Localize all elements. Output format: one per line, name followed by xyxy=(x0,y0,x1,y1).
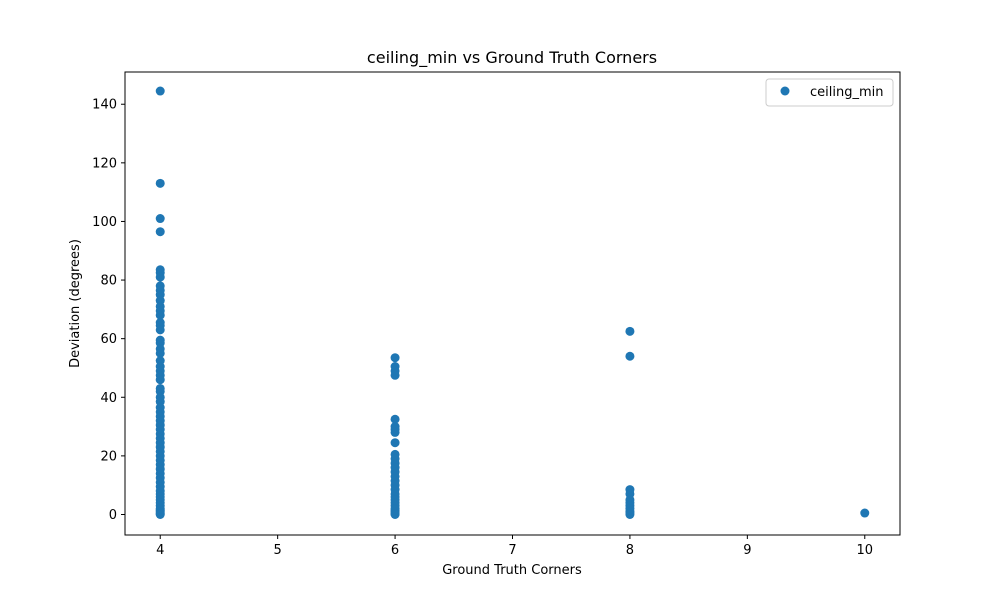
data-point xyxy=(155,178,165,188)
x-tick-label: 5 xyxy=(274,543,282,558)
legend-label: ceiling_min xyxy=(810,85,884,100)
data-point xyxy=(155,86,165,96)
data-point xyxy=(625,326,635,336)
x-axis-label: Ground Truth Corners xyxy=(442,563,582,578)
data-point xyxy=(390,438,400,448)
y-tick-label: 120 xyxy=(92,156,117,171)
plot-frame xyxy=(124,71,901,536)
data-point xyxy=(155,348,165,358)
legend-marker xyxy=(780,86,790,96)
data-point xyxy=(390,353,400,363)
data-point xyxy=(155,325,165,335)
x-tick-label: 10 xyxy=(856,543,873,558)
data-point xyxy=(155,272,165,282)
data-point xyxy=(390,427,400,437)
chart-title: ceiling_min vs Ground Truth Corners xyxy=(367,48,657,68)
data-point xyxy=(155,310,165,320)
data-point xyxy=(155,214,165,224)
data-point xyxy=(155,375,165,385)
data-points xyxy=(155,86,870,519)
data-point xyxy=(390,414,400,424)
y-tick-label: 40 xyxy=(100,391,117,406)
y-tick-label: 100 xyxy=(92,215,117,230)
x-tick-label: 9 xyxy=(743,543,751,558)
y-tick-label: 80 xyxy=(100,274,117,289)
y-tick-label: 20 xyxy=(100,449,117,464)
data-point xyxy=(155,227,165,237)
x-tick-label: 4 xyxy=(156,543,164,558)
x-tick-label: 8 xyxy=(626,543,634,558)
data-point xyxy=(625,351,635,361)
y-tick-label: 60 xyxy=(100,332,117,347)
data-point xyxy=(390,509,400,519)
y-tick-label: 0 xyxy=(109,508,117,523)
data-point xyxy=(155,509,165,519)
x-tick-label: 6 xyxy=(391,543,399,558)
legend: ceiling_min xyxy=(765,78,894,107)
x-tick-label: 7 xyxy=(508,543,516,558)
y-axis-label: Deviation (degrees) xyxy=(68,239,83,368)
legend-box xyxy=(765,78,894,107)
data-point xyxy=(860,508,870,518)
data-point xyxy=(625,509,635,519)
y-tick-label: 140 xyxy=(92,98,117,113)
data-point xyxy=(390,370,400,380)
